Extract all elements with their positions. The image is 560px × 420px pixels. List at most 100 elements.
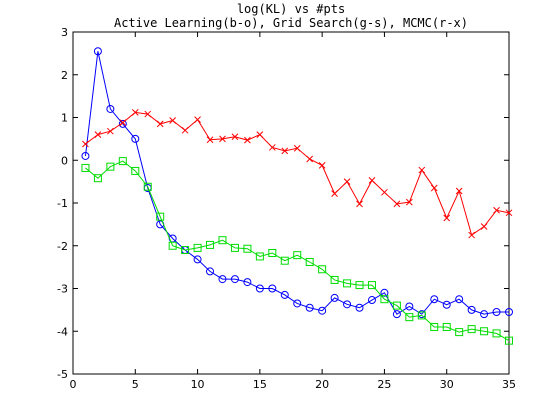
chart-subtitle: Active Learning(b-o), Grid Search(g-s), … bbox=[114, 16, 468, 30]
active-learning-point bbox=[480, 310, 489, 319]
mcmc-point bbox=[268, 144, 276, 151]
axis-ticks: 0 5 10 15 20 25 30 35 -5 -4 -3 -2 -1 0 1 2 3 bbox=[57, 26, 516, 391]
active-learning-point bbox=[305, 303, 314, 312]
y-tick-label: -3 bbox=[57, 283, 68, 296]
grid-search-point bbox=[492, 329, 501, 338]
y-tick-label: 3 bbox=[61, 26, 68, 39]
grid-search-point bbox=[81, 163, 90, 172]
mcmc-point bbox=[480, 223, 488, 230]
grid-search-point bbox=[106, 162, 115, 171]
mcmc-point bbox=[455, 187, 463, 195]
mcmc-point bbox=[443, 214, 451, 222]
active-learning-point bbox=[218, 275, 227, 284]
grid-search-point bbox=[181, 246, 190, 255]
active-learning-point bbox=[118, 119, 127, 128]
mcmc-point bbox=[343, 178, 351, 185]
chart-title: log(KL) vs #pts bbox=[237, 2, 345, 16]
mcmc-point bbox=[306, 155, 314, 163]
series-layer bbox=[81, 47, 513, 345]
mcmc-point bbox=[244, 136, 251, 144]
grid-search-point bbox=[505, 336, 513, 345]
grid-search-point bbox=[230, 243, 239, 252]
active-learning-point bbox=[343, 300, 352, 309]
mcmc-point bbox=[281, 147, 289, 155]
grid-search-point bbox=[343, 279, 352, 288]
mcmc-point bbox=[318, 162, 326, 169]
grid-search-point bbox=[131, 166, 140, 175]
grid-search-point bbox=[367, 281, 376, 290]
mcmc-point bbox=[505, 209, 513, 217]
grid-search-point bbox=[168, 241, 177, 250]
grid-search-point bbox=[305, 257, 314, 266]
y-tick-label: 2 bbox=[61, 69, 68, 82]
active-learning-point bbox=[442, 300, 451, 309]
x-tick-label: 25 bbox=[377, 378, 391, 391]
active-learning-point bbox=[367, 296, 376, 305]
grid-search-point bbox=[255, 252, 264, 261]
grid-search-point bbox=[405, 313, 414, 322]
mcmc-point bbox=[405, 198, 413, 206]
grid-search-point bbox=[193, 243, 202, 252]
grid-search-point bbox=[218, 236, 227, 245]
mcmc-point bbox=[219, 135, 226, 143]
active-learning-point bbox=[230, 275, 239, 284]
x-tick-label: 10 bbox=[191, 378, 205, 391]
mcmc-point bbox=[418, 166, 426, 174]
mcmc-series bbox=[82, 109, 513, 239]
mcmc-point bbox=[107, 127, 114, 135]
grid-search-point bbox=[243, 244, 252, 253]
mcmc-point bbox=[131, 109, 139, 116]
active-learning-point bbox=[193, 255, 202, 264]
grid-search-point bbox=[480, 327, 489, 336]
grid-search-point bbox=[417, 311, 426, 320]
grid-search-point bbox=[268, 249, 277, 258]
y-tick-label: -1 bbox=[57, 197, 68, 210]
mcmc-point bbox=[381, 188, 388, 196]
grid-search-point bbox=[330, 275, 339, 284]
mcmc-point bbox=[144, 110, 152, 118]
active-learning-point bbox=[430, 295, 439, 304]
grid-search-point bbox=[442, 322, 451, 331]
active-learning-point bbox=[255, 284, 264, 293]
grid-search-point bbox=[118, 157, 127, 166]
active-learning-point bbox=[206, 267, 215, 276]
active-learning-point bbox=[131, 134, 140, 143]
grid-search-point bbox=[280, 256, 289, 265]
x-tick-label: 35 bbox=[502, 378, 516, 391]
mcmc-point bbox=[169, 117, 177, 124]
mcmc-point bbox=[331, 190, 338, 197]
active-learning-point bbox=[243, 278, 252, 287]
grid-search-point bbox=[293, 251, 302, 260]
grid-search-point bbox=[318, 265, 327, 274]
grid-search-line bbox=[85, 160, 510, 342]
grid-search-point bbox=[355, 281, 364, 290]
grid-search-point bbox=[143, 182, 152, 191]
active-learning-point bbox=[455, 295, 464, 304]
mcmc-point bbox=[206, 136, 214, 144]
mcmc-point bbox=[393, 200, 401, 208]
mcmc-point bbox=[493, 206, 500, 214]
active-learning-point bbox=[467, 305, 476, 314]
active-learning-point bbox=[492, 308, 501, 317]
y-tick-label: 1 bbox=[61, 112, 68, 125]
y-tick-label: -2 bbox=[57, 240, 68, 253]
mcmc-point bbox=[256, 131, 264, 138]
grid-search-point bbox=[455, 328, 464, 337]
y-tick-label: 0 bbox=[61, 154, 68, 167]
mcmc-point bbox=[356, 200, 363, 208]
active-learning-point bbox=[355, 303, 364, 312]
mcmc-point bbox=[293, 144, 301, 152]
active-learning-line bbox=[84, 51, 509, 315]
active-learning-point bbox=[392, 310, 401, 319]
active-learning-point bbox=[318, 306, 327, 315]
x-tick-label: 30 bbox=[440, 378, 454, 391]
mcmc-point bbox=[194, 116, 201, 123]
x-tick-label: 5 bbox=[132, 378, 139, 391]
grid-search-point bbox=[156, 212, 165, 221]
y-tick-label: -5 bbox=[57, 368, 68, 381]
mcmc-point bbox=[94, 131, 102, 138]
mcmc-point bbox=[468, 231, 475, 239]
active-learning-point bbox=[106, 104, 115, 113]
active-learning-point bbox=[293, 299, 302, 308]
